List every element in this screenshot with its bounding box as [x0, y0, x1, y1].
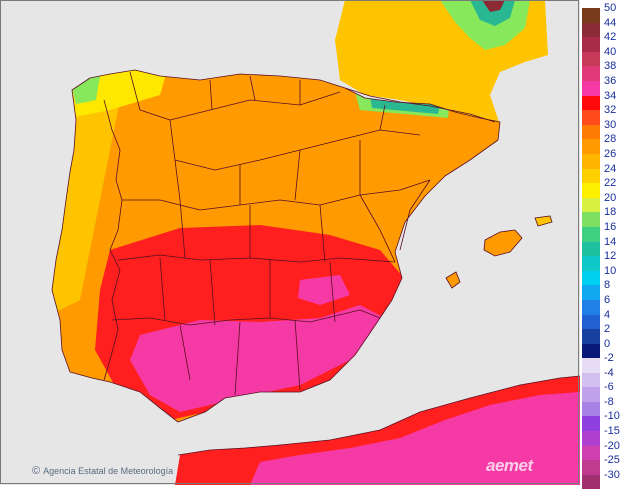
legend-label: 44	[604, 16, 617, 29]
legend-swatch	[582, 124, 600, 140]
legend-swatch	[582, 212, 600, 227]
legend-label: 18	[604, 206, 617, 219]
aemet-watermark: aemet	[486, 456, 533, 475]
border-s2	[179, 199, 326, 263]
legend-swatch	[582, 445, 600, 461]
alps-high-area	[470, 0, 515, 26]
legend-label: 6	[604, 294, 611, 306]
legend-label: -8	[604, 395, 614, 408]
legend-label: 30	[604, 118, 617, 131]
mallorca-island	[483, 229, 523, 257]
interior-very-hot-spot	[298, 275, 350, 305]
legend-swatch	[582, 460, 600, 475]
legend-swatch	[582, 387, 600, 402]
legend-swatch	[582, 256, 600, 271]
legend-swatch	[582, 227, 600, 242]
temperature-map	[0, 0, 580, 485]
legend-label: 32	[604, 104, 617, 117]
legend-label: -15	[604, 425, 620, 437]
legend-label: -30	[604, 468, 620, 481]
menorca-island	[534, 215, 553, 227]
iberia-coastline	[51, 69, 501, 423]
legend-label: 40	[604, 45, 617, 58]
legend-swatch	[582, 343, 600, 359]
border-c2	[174, 140, 361, 205]
africa-coastline	[177, 375, 580, 456]
legend-label: 24	[604, 162, 617, 175]
border-n3	[209, 75, 386, 131]
legend-label: 10	[604, 264, 617, 277]
ibiza-island	[445, 271, 461, 289]
border-n2	[169, 119, 421, 171]
legend-label: -25	[604, 454, 620, 467]
legend-swatch	[582, 66, 600, 81]
legend-swatch	[582, 95, 600, 111]
legend-swatch	[582, 372, 600, 388]
legend-label: 16	[604, 221, 617, 233]
legend-swatch	[582, 285, 600, 300]
legend-label: -4	[604, 366, 614, 379]
legend-swatch	[582, 416, 600, 431]
legend-label: -20	[604, 439, 620, 452]
color-legend: 50 44 42 40 38 36 34 32 30 28 26 24 22 20 18 16 14 12 10 8 6…	[582, 3, 630, 500]
map-frame	[0, 0, 579, 484]
legend-swatch	[582, 241, 600, 257]
copyright-icon: ©	[32, 465, 41, 477]
legend-label: 42	[604, 31, 617, 44]
legend-swatch	[582, 358, 600, 373]
alps-peak-area	[482, 0, 505, 12]
legend-label: 14	[604, 235, 617, 248]
legend-label: -2	[604, 352, 614, 364]
legend-swatch	[582, 110, 600, 125]
south-very-hot-zone	[130, 305, 385, 412]
africa-hot-area	[250, 392, 580, 485]
legend-swatch	[582, 139, 600, 154]
legend-swatch	[582, 183, 600, 198]
legend-swatch	[582, 154, 600, 169]
legend-swatch	[582, 168, 600, 184]
legend-swatch	[582, 37, 600, 52]
legend-label: -10	[604, 410, 620, 423]
legend-swatch	[582, 431, 600, 446]
legend-label: 0	[604, 337, 611, 350]
border-east	[359, 179, 431, 263]
border-s5	[179, 319, 301, 396]
legend-label: 38	[604, 60, 617, 73]
legend-swatch	[582, 197, 600, 213]
legend-label: 4	[604, 308, 611, 321]
province-borders	[51, 69, 501, 423]
credit-line: © Agencia Estatal de Meteorología	[32, 465, 173, 477]
legend-swatch	[582, 270, 600, 286]
border-c1	[122, 179, 431, 211]
legend-swatch	[582, 314, 600, 330]
legend-swatch	[582, 329, 600, 344]
legend-label: 36	[604, 75, 617, 87]
legend-label: 22	[604, 177, 617, 190]
legend-label: 50	[604, 2, 617, 14]
legend-label: 2	[604, 323, 611, 336]
legend-label: 20	[604, 191, 617, 204]
legend-label: 26	[604, 148, 617, 160]
border-s4	[159, 257, 336, 326]
iberia-map-svg	[0, 0, 580, 485]
legend-swatch	[582, 401, 600, 417]
border-s3	[111, 309, 381, 326]
portugal-border	[103, 99, 123, 381]
legend-label: 12	[604, 250, 617, 263]
legend-swatch	[582, 8, 600, 23]
legend-label: -6	[604, 381, 614, 394]
legend-swatch	[582, 81, 600, 96]
pyrenees-border	[344, 87, 496, 123]
legend-swatch	[582, 51, 600, 67]
credit-text: Agencia Estatal de Meteorología	[43, 466, 174, 476]
legend-swatch	[582, 474, 600, 490]
legend-swatch	[582, 300, 600, 315]
legend-label: 8	[604, 279, 611, 292]
legend-label: 28	[604, 133, 617, 146]
legend-swatch	[582, 22, 600, 38]
legend-label: 34	[604, 89, 617, 102]
